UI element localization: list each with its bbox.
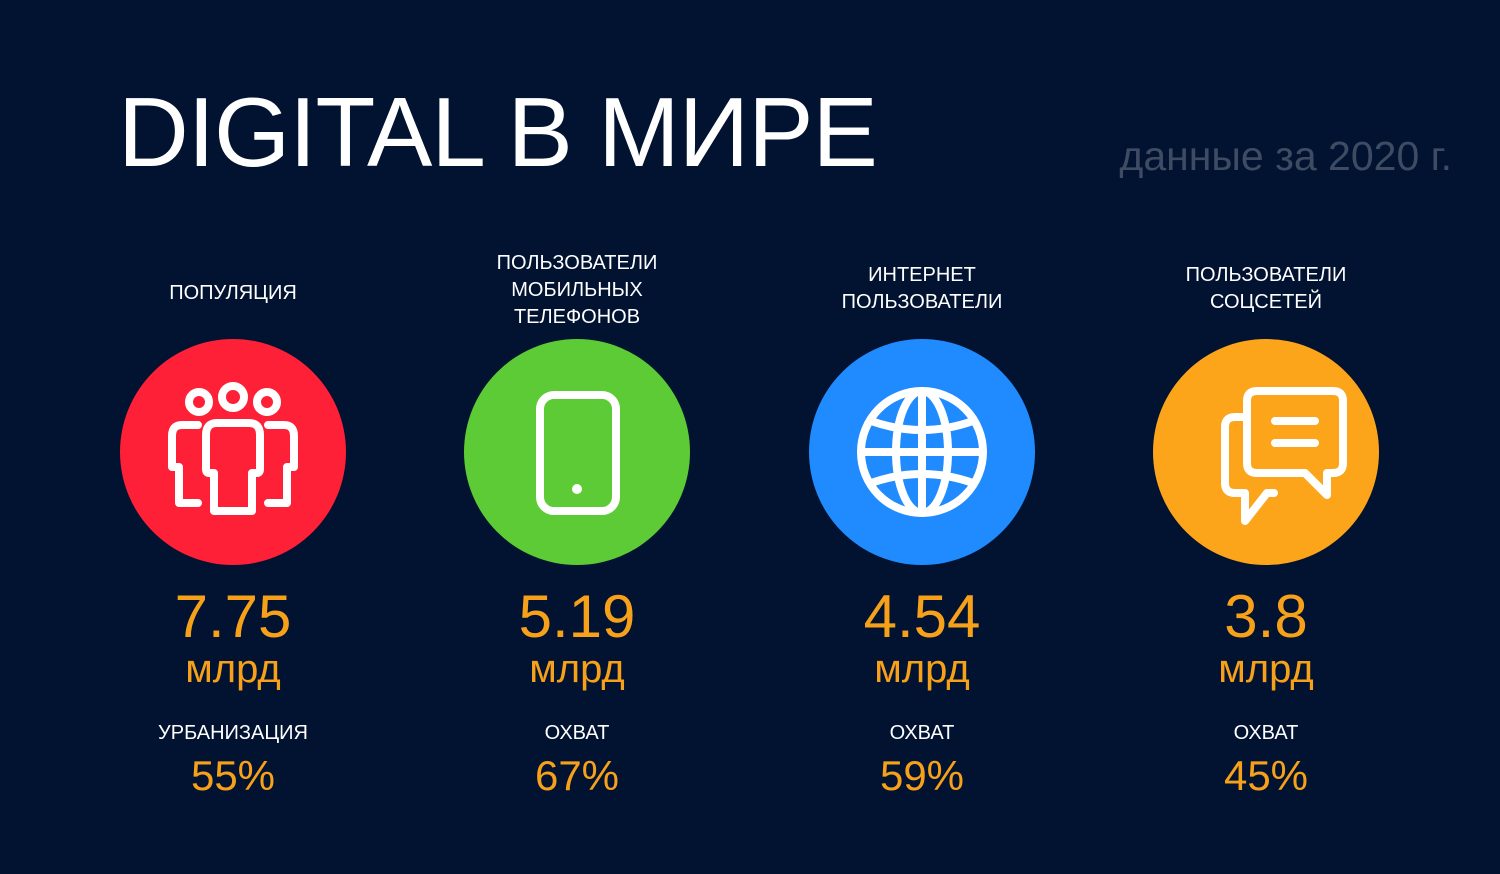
stat-percent: 59% <box>879 752 965 799</box>
stat-label: ПОПУЛЯЦИЯ <box>169 282 297 304</box>
stat-circle <box>809 339 1035 565</box>
stat-sub-label: ОХВАТ <box>1233 722 1299 744</box>
stat-circle <box>464 339 690 565</box>
stat-value: 5.19 <box>518 583 636 650</box>
page-title: DIGITAL В МИРЕ <box>118 77 878 187</box>
stat-unit: млрд <box>874 647 970 691</box>
stat-value: 3.8 <box>1224 583 1308 650</box>
stat-column-internet-users: ИНТЕРНЕТ ПОЛЬЗОВАТЕЛИ 4.54 млрд ОХВАТ 59… <box>772 0 1072 874</box>
stat-unit: млрд <box>529 647 625 691</box>
data-year-caption: данные за 2020 г. <box>1119 133 1452 179</box>
stat-label: ПОЛЬЗОВАТЕЛИ СОЦСЕТЕЙ <box>1185 264 1347 313</box>
stat-sub-label: ОХВАТ <box>544 722 610 744</box>
stat-value: 4.54 <box>863 583 981 650</box>
stat-label: ПОЛЬЗОВАТЕЛИ МОБИЛЬНЫХ ТЕЛЕФОНОВ <box>496 252 658 328</box>
stat-column-mobile-users: ПОЛЬЗОВАТЕЛИ МОБИЛЬНЫХ ТЕЛЕФОНОВ 5.19 мл… <box>427 0 727 874</box>
stat-value: 7.75 <box>174 583 292 650</box>
stat-sub-label: УРБАНИЗАЦИЯ <box>158 722 308 744</box>
stat-unit: млрд <box>1218 647 1314 691</box>
stat-unit: млрд <box>185 647 281 691</box>
stat-percent: 67% <box>534 752 620 799</box>
stat-label: ИНТЕРНЕТ ПОЛЬЗОВАТЕЛИ <box>841 264 1003 313</box>
stat-percent: 55% <box>190 752 276 799</box>
stat-sub-label: ОХВАТ <box>889 722 955 744</box>
mobile-phone-icon <box>536 391 620 515</box>
chat-bubbles-icon <box>1221 387 1347 525</box>
stat-circle <box>120 339 346 565</box>
stat-circle <box>1153 339 1379 565</box>
people-group-icon <box>168 382 298 515</box>
stat-column-social-users: ПОЛЬЗОВАТЕЛИ СОЦСЕТЕЙ 3.8 млрд ОХВАТ 45% <box>1116 0 1416 874</box>
stat-column-population: ПОПУЛЯЦИЯ 7.75 млрд УРБАНИЗАЦИЯ 55% <box>83 0 383 874</box>
stat-percent: 45% <box>1223 752 1309 799</box>
globe-icon <box>857 387 987 517</box>
